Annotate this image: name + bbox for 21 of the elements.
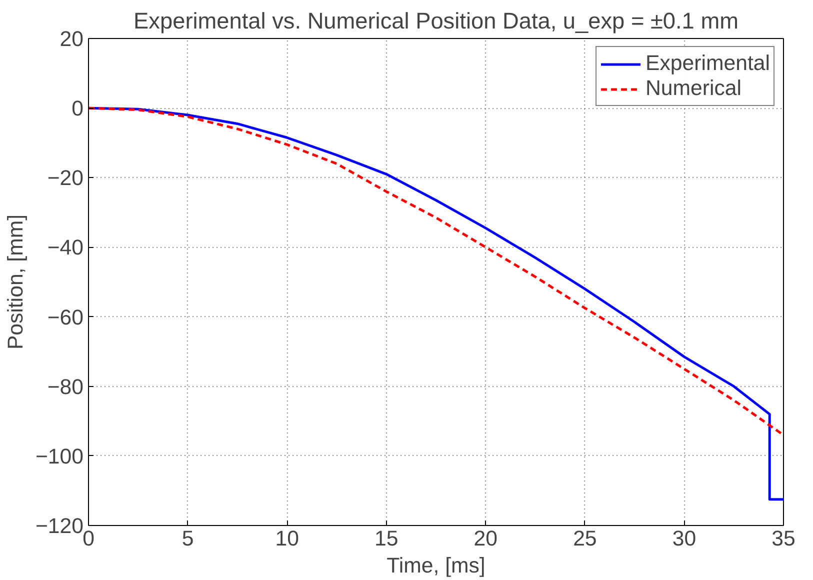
chart-title: Experimental vs. Numerical Position Data, u_exp = ±0.1 mm <box>134 8 738 34</box>
x-tick-label: 5 <box>182 526 194 550</box>
y-tick-label: −60 <box>47 305 84 330</box>
y-axis-title: Position, [mm] <box>3 214 28 350</box>
y-tick-label: −100 <box>35 444 84 468</box>
x-tick-label: 10 <box>275 526 300 550</box>
x-tick-label: 35 <box>772 526 796 550</box>
x-tick-label: 30 <box>672 526 696 550</box>
y-tick-label: −80 <box>47 374 84 399</box>
y-tick-label: −40 <box>47 236 84 260</box>
x-tick-label: 20 <box>474 526 498 550</box>
x-tick-label: 25 <box>573 526 597 550</box>
y-tick-label: 0 <box>72 96 84 121</box>
legend-label: Numerical <box>646 76 742 101</box>
legend-label: Experimental <box>646 51 770 76</box>
line-series <box>88 106 784 436</box>
x-tick-label: 15 <box>374 526 398 550</box>
x-axis-title: Time, [ms] <box>386 554 486 578</box>
y-tick-label: −120 <box>35 514 84 538</box>
y-tick-label: 20 <box>60 27 84 51</box>
y-tick-label: −20 <box>47 166 84 190</box>
